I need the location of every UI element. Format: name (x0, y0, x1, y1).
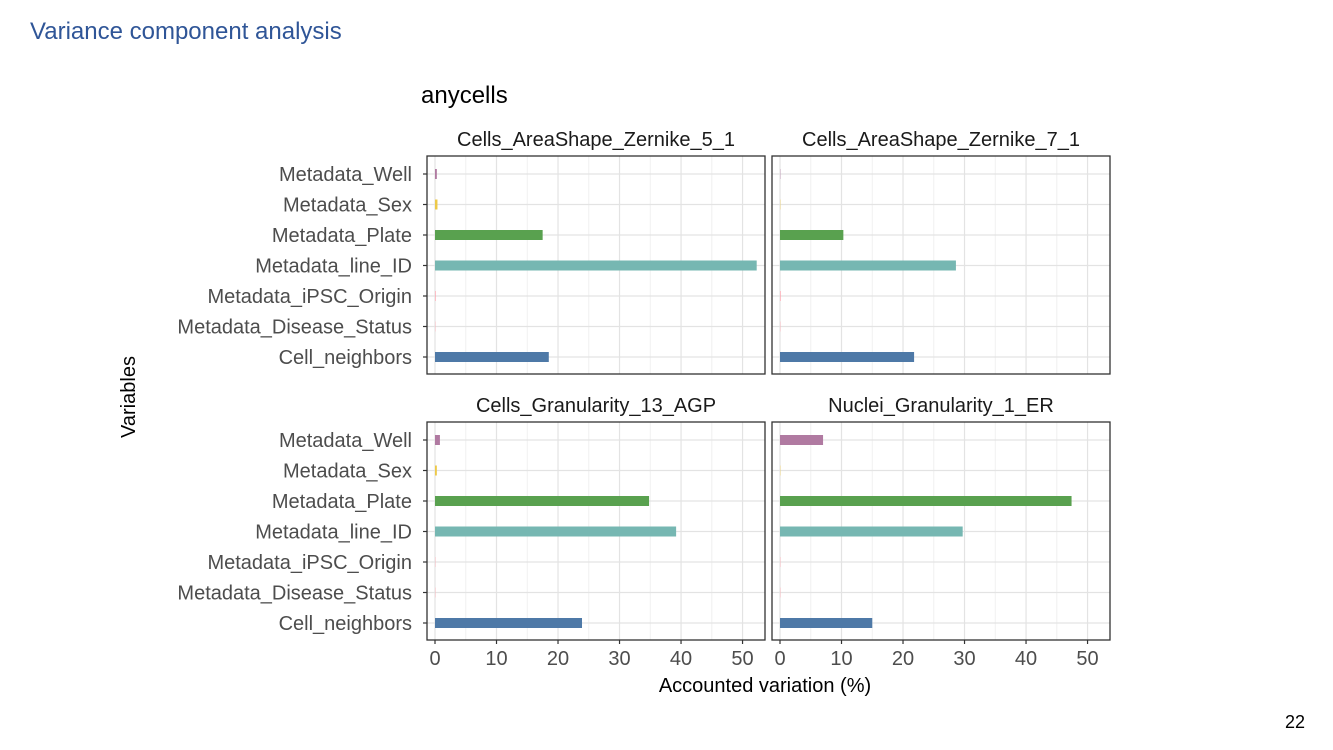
y-tick-label: Metadata_iPSC_Origin (207, 286, 412, 308)
x-tick-label: 50 (731, 648, 753, 670)
bar (435, 230, 543, 240)
y-tick-label: Metadata_Disease_Status (177, 317, 412, 339)
bar (435, 199, 438, 210)
y-tick-label: Metadata_iPSC_Origin (207, 552, 412, 574)
x-tick-label: 20 (547, 648, 569, 670)
bar (780, 618, 873, 628)
y-tick-label: Metadata_Sex (283, 195, 412, 217)
x-tick-label: 50 (1076, 648, 1098, 670)
panel-title: Cells_AreaShape_Zernike_7_1 (802, 129, 1080, 151)
bar (435, 465, 437, 476)
bar (435, 526, 677, 537)
panel-border (771, 421, 1111, 641)
bar (435, 496, 650, 506)
panel-border (771, 155, 1111, 375)
bar (435, 618, 583, 628)
bar (780, 526, 963, 537)
bar (435, 169, 437, 179)
x-tick-label: 40 (670, 648, 692, 670)
bar (435, 260, 757, 271)
y-tick-label: Metadata_Plate (272, 491, 412, 513)
panel-title: Cells_AreaShape_Zernike_5_1 (457, 129, 735, 151)
y-axis-title: Variables (118, 356, 140, 438)
bar (435, 291, 436, 301)
y-tick-label: Metadata_Sex (283, 461, 412, 483)
y-tick-label: Cell_neighbors (279, 347, 412, 369)
y-tick-label: Metadata_line_ID (255, 522, 412, 544)
bar (435, 435, 440, 445)
y-tick-label: Metadata_Well (279, 430, 412, 452)
x-tick-label: 40 (1015, 648, 1037, 670)
page-number: 22 (1284, 712, 1305, 732)
slide-title: Variance component analysis (30, 18, 342, 45)
bar (780, 230, 844, 240)
y-tick-label: Metadata_Well (279, 164, 412, 186)
x-tick-label: 0 (429, 648, 440, 670)
x-axis-title: Accounted variation (%) (659, 675, 871, 697)
x-tick-label: 10 (485, 648, 507, 670)
bar (780, 260, 956, 271)
y-tick-label: Cell_neighbors (279, 613, 412, 635)
y-tick-label: Metadata_Plate (272, 225, 412, 247)
panel-title: Cells_Granularity_13_AGP (476, 395, 716, 417)
x-tick-label: 30 (953, 648, 975, 670)
x-tick-label: 0 (774, 648, 785, 670)
y-tick-label: Metadata_Disease_Status (177, 583, 412, 605)
chart-title: anycells (421, 82, 508, 109)
bar (780, 291, 781, 301)
bar (780, 435, 824, 445)
bar (435, 352, 549, 362)
bar (780, 496, 1072, 506)
x-tick-label: 20 (892, 648, 914, 670)
y-tick-label: Metadata_line_ID (255, 256, 412, 278)
bar (780, 352, 915, 362)
x-tick-label: 10 (830, 648, 852, 670)
x-tick-label: 30 (608, 648, 630, 670)
panel-title: Nuclei_Granularity_1_ER (828, 395, 1054, 417)
